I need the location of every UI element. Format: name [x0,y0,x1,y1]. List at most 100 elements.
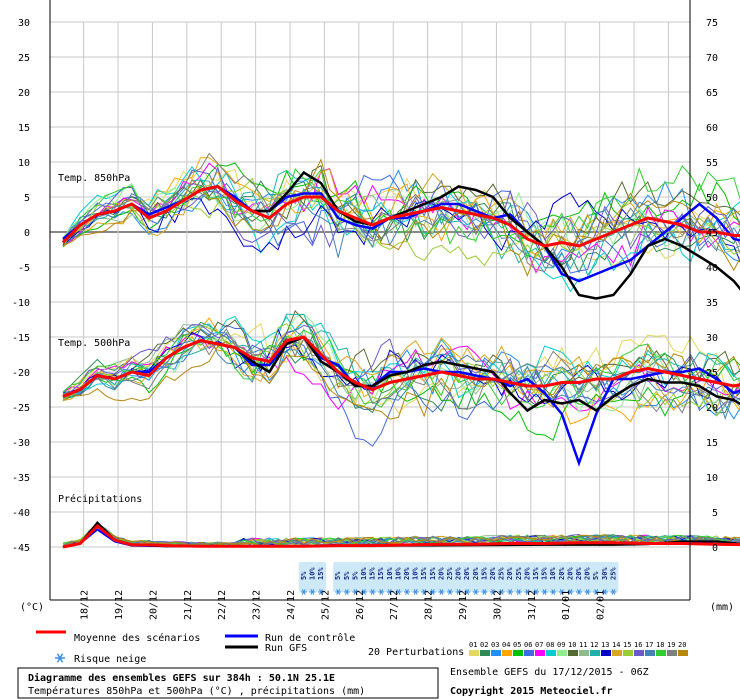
snow-risk-cell [436,562,447,592]
y-tick-right: 45 [706,228,718,239]
left-axis-unit: (°C) [20,602,44,613]
legend-gfs-label: Run GFS [265,643,307,654]
snow-risk-cell [599,562,610,592]
y-tick-right: 75 [706,18,718,29]
x-tick-label: 27/12 [389,590,400,620]
y-axis-ticks: 302520151050-5-10-15-20-25-30-35-40-4575… [12,18,718,554]
snowflake-icon [515,589,522,595]
perturbation-10-t500 [62,309,740,407]
perturbation-swatch [579,650,589,656]
section-label-t500: Temp. 500hPa [58,338,130,349]
snow-risk-value: 25% [515,567,523,580]
snow-risk-cell [341,562,352,592]
snowflake-icon [464,589,471,595]
snow-risk-cell [531,562,541,592]
copyright: Copyright 2015 Meteociel.fr [450,685,613,697]
snowflake-icon [447,589,453,595]
perturbation-swatch [568,650,578,656]
y-tick-right: 30 [706,333,718,344]
snow-risk-value: 5% [334,571,342,580]
snow-risk-value: 20% [575,567,583,580]
x-tick-label: 26/12 [355,590,366,620]
snow-risk-cell [470,562,481,592]
x-tick-label: 25/12 [320,590,331,620]
snow-risk-value: 10% [386,567,394,580]
snow-risk-cell [548,562,559,592]
series-0-t850 [61,184,740,248]
x-tick-label: 31/12 [527,590,538,620]
x-tick-label: 22/12 [217,590,228,620]
snow-risk-cell [565,562,576,592]
snow-risk-value: 25% [446,567,454,580]
y-tick-right: 40 [706,263,718,274]
main-series-lines [61,170,740,549]
snowflake-icon [558,589,565,595]
x-tick-label: 29/12 [458,590,469,620]
perturbation-16-t500 [62,324,740,409]
snow-risk-value: 15% [317,567,325,580]
x-tick-label: 18/12 [80,590,91,620]
x-tick-label: 21/12 [183,590,194,620]
x-tick-label: 01/01 [561,590,572,620]
perturbation-18-t500 [62,329,740,409]
snowflake-icon [378,589,385,595]
snowflake-icon [429,589,436,595]
snowflake-icon [55,653,65,663]
snow-risk-cell [393,562,404,592]
snow-risk-cell [384,562,395,592]
y-tick-left: 30 [18,18,30,29]
snowflake-icon [507,589,514,595]
perturbation-id: 04 [502,641,510,649]
y-tick-left: -5 [18,263,30,274]
series-0-t500 [62,335,740,398]
snowflake-icon [404,589,410,595]
snowflake-icon [438,589,445,595]
y-tick-right: 55 [706,158,718,169]
perturbation-18-t850 [62,165,740,260]
snowflake-icon [481,589,488,595]
perturbation-swatch [623,650,633,656]
snowflake-icon [318,589,324,595]
snow-risk-cell [333,562,344,592]
perturbation-id: 17 [645,641,653,649]
perturbation-19-t850 [62,152,740,273]
snow-risk-cell [591,562,602,592]
x-axis-dates: 18/12 19/12 20/12 21/12 22/12 23/12 24/12 25/12… [80,590,607,620]
snow-risk-cell [479,562,490,592]
perturbation-swatch [645,650,655,656]
axes [49,0,691,601]
x-tick-label: 28/12 [424,590,435,620]
snow-risk-cell [608,562,619,592]
snow-risk-value: 15% [541,567,549,580]
y-tick-right: 5 [712,508,718,519]
perturbation-swatch [469,650,479,656]
snow-risk-value: 5% [351,571,359,580]
snow-risk-value: 5% [592,571,600,580]
y-tick-right: 60 [706,123,718,134]
snowflake-icon [498,589,505,595]
perturbation-swatch [524,650,534,656]
y-tick-right: 50 [706,193,718,204]
snow-risk-value: 15% [532,567,540,580]
legend: Moyenne des scénarios Run de contrôle Ru… [36,630,688,665]
snow-risk-cell [410,562,421,592]
y-tick-right: 0 [712,543,718,554]
snow-risk-cell [453,562,464,592]
perturbation-id: 20 [678,641,686,649]
perturbation-swatch [502,650,512,656]
perturbation-id: 18 [656,641,664,649]
perturbation-swatch [667,650,677,656]
snowflake-icon [533,589,539,595]
snow-risk-cell [376,562,387,592]
y-tick-left: -10 [12,298,30,309]
perturbation-id: 10 [568,641,576,649]
snow-risk-cell [419,562,430,592]
chart-subtitle: Températures 850hPa et 500hPa (°C) , pré… [28,685,365,697]
y-tick-left: -20 [12,368,30,379]
perturbation-01-t850 [62,167,740,267]
x-tick-label: 19/12 [114,590,125,620]
snow-risk-cell [574,562,584,592]
snowflake-icon [490,589,496,595]
snow-risk-value: 20% [463,567,471,580]
